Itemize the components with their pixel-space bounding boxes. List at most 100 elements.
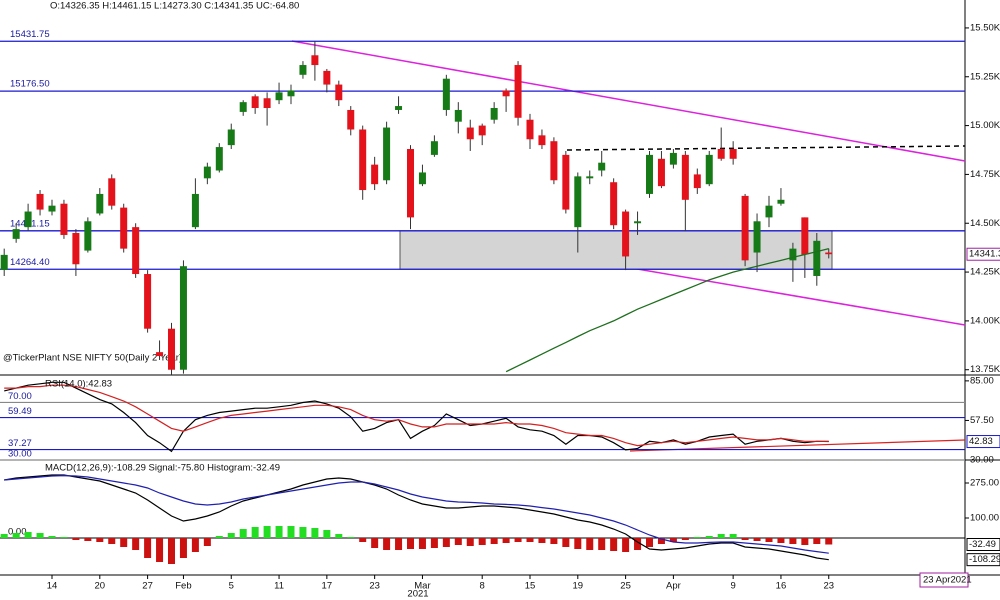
candle-body	[634, 221, 642, 224]
candle-body	[0, 254, 8, 270]
x-tick-label: 23	[369, 581, 380, 592]
panel-title: MACD(12,26,9):-108.29 Signal:-75.80 Hist…	[45, 463, 280, 474]
histogram-bar	[514, 538, 522, 542]
candle-body	[36, 193, 44, 210]
histogram-bar	[418, 538, 426, 549]
candle-body	[120, 207, 128, 249]
price-tag-box	[966, 247, 1000, 261]
candle-body	[466, 127, 474, 140]
indicator-line	[4, 381, 829, 453]
histogram-bar	[526, 538, 534, 542]
histogram-bar	[383, 538, 391, 550]
candle-body	[825, 252, 833, 255]
x-tick-label: 17	[322, 581, 333, 592]
y-tick-label: 14.00K	[970, 315, 1000, 326]
candle-body	[323, 70, 331, 85]
candle-body	[538, 135, 546, 146]
x-tick-label: Feb	[175, 581, 191, 592]
level-label: 59.49	[8, 406, 32, 417]
candle-body	[442, 78, 450, 110]
candle-body	[239, 102, 247, 112]
candle-body	[215, 147, 223, 171]
candle-body	[84, 221, 92, 251]
year-label: 2021	[407, 589, 428, 600]
candle-body	[430, 141, 438, 155]
x-tick-label: Mar	[414, 581, 430, 592]
histogram-bar	[215, 536, 223, 538]
candle-body	[490, 108, 498, 120]
histogram-bar	[359, 538, 367, 542]
y-tick-label: 275.00	[970, 478, 999, 489]
dashed-line	[566, 145, 966, 151]
y-tick-label: 57.50	[970, 415, 994, 426]
x-tick-label: 11	[274, 581, 284, 592]
y-tick-label: 15.00K	[970, 120, 1000, 131]
header: O:14326.35 H:14461.15 L:14273.30 C:14341…	[50, 1, 299, 12]
histogram-bar	[36, 533, 44, 538]
histogram-bar	[203, 538, 211, 546]
histogram-bar	[108, 538, 116, 544]
x-tick-label: 19	[573, 581, 584, 592]
histogram-bar	[693, 537, 701, 538]
histogram-bar	[311, 528, 319, 538]
candle-body	[610, 182, 618, 226]
x-tick-label: 23	[823, 581, 834, 592]
x-tick-label: 16	[776, 581, 787, 592]
candle-body	[646, 154, 653, 194]
y-tick-label: 14.50K	[970, 218, 1000, 229]
histogram-bar	[622, 538, 630, 552]
histogram-bar	[0, 534, 8, 538]
candle-body	[777, 199, 785, 204]
y-tick-label: 85.00	[970, 375, 994, 386]
candle-body	[478, 125, 486, 136]
value-tag: -32.49	[969, 539, 996, 550]
candle-body	[371, 164, 379, 185]
histogram-bar	[263, 526, 271, 538]
candle-body	[717, 149, 725, 159]
candle-body	[598, 162, 606, 171]
candle-body	[275, 92, 283, 101]
candle-body	[765, 205, 773, 218]
candle-body	[622, 211, 630, 257]
level-label: 14264.40	[10, 257, 50, 268]
candle-body	[526, 119, 534, 140]
cursor-label: 23 Apr2021	[923, 575, 972, 586]
candle-body	[574, 176, 582, 228]
candle-body	[813, 240, 821, 276]
candle-body	[454, 109, 462, 122]
candle-body	[299, 65, 307, 75]
candle-body	[12, 229, 20, 239]
candle-body	[681, 154, 689, 200]
x-tick-label: 5	[229, 581, 234, 592]
candle-body	[191, 193, 199, 228]
x-tick-label: 15	[525, 581, 536, 592]
candle-body	[179, 266, 187, 370]
candle-body	[168, 328, 175, 370]
histogram-bar	[227, 533, 235, 538]
histogram-bar	[347, 537, 355, 538]
candle-body	[693, 174, 701, 189]
histogram-bar	[789, 538, 797, 544]
candle-body	[741, 195, 749, 261]
histogram-bar	[813, 538, 821, 544]
histogram-bar	[634, 538, 642, 550]
histogram-bar	[801, 538, 809, 545]
y-tick-label: 15.50K	[970, 22, 1000, 33]
histogram-bar	[251, 527, 259, 538]
candle-body	[156, 352, 164, 357]
x-tick-label: 9	[731, 581, 736, 592]
value-tag-box	[966, 537, 1000, 551]
candle-body	[287, 90, 295, 97]
histogram-bar	[156, 538, 164, 562]
histogram-bar	[729, 534, 737, 538]
histogram-bar	[562, 538, 570, 547]
histogram-bar	[753, 538, 761, 541]
histogram-bar	[669, 538, 677, 542]
histogram-bar	[179, 538, 187, 558]
histogram-bar	[741, 538, 749, 540]
candle-body	[144, 274, 152, 329]
histogram-bar	[765, 538, 773, 542]
cursor-box	[919, 572, 969, 588]
